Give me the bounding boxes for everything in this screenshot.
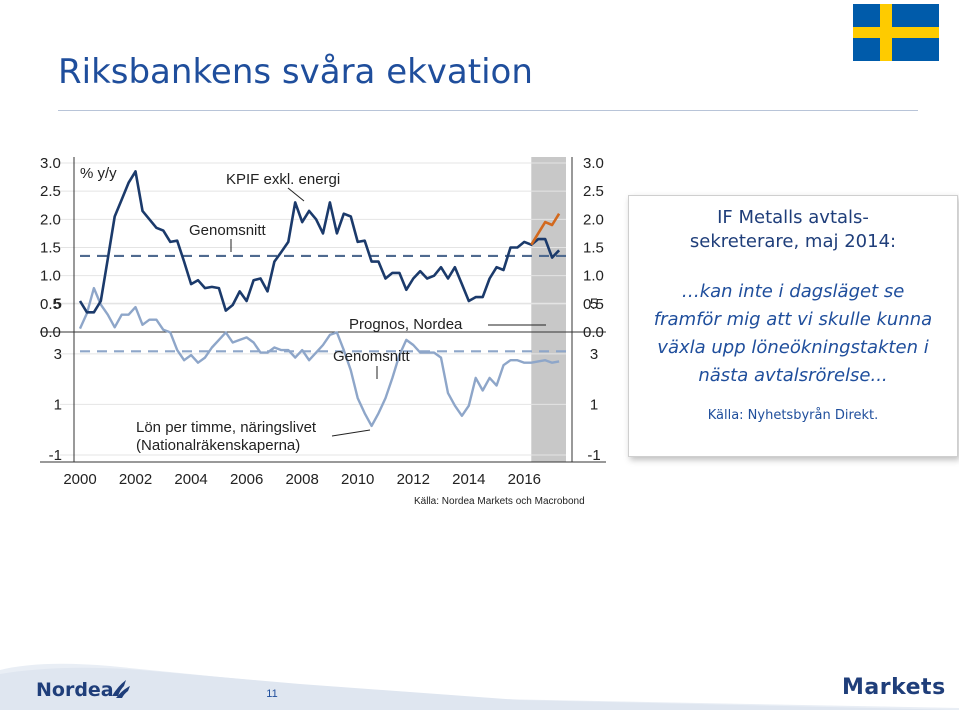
y-tick-right: 1: [590, 396, 598, 413]
nordea-wordmark: Nordea: [36, 679, 114, 701]
y-tick-left: 0.5: [40, 296, 61, 313]
forecast-label: Prognos, Nordea: [349, 316, 463, 333]
nordea-logo: Nordea: [36, 679, 130, 701]
y-tick-left: 3: [54, 346, 62, 363]
y-tick-left: 1: [54, 396, 62, 413]
y-tick-right: 1.5: [583, 240, 604, 257]
wage-leader: [331, 429, 371, 437]
quote-heading-line: IF Metalls avtals-: [717, 207, 869, 228]
quote-source: Källa: Nyhetsbyrån Direkt.: [707, 408, 879, 423]
x-tick-label: 2016: [508, 471, 541, 488]
x-tick-label: 2014: [452, 471, 485, 488]
wage-label-line1: Lön per timme, näringslivet: [136, 419, 317, 436]
quote-heading: IF Metalls avtals- sekreterare, maj 2014…: [629, 206, 957, 254]
x-tick-label: 2004: [174, 471, 207, 488]
quote-box: IF Metalls avtals- sekreterare, maj 2014…: [628, 195, 958, 457]
chart-source: Källa: Nordea Markets och Macrobond: [414, 496, 585, 507]
forecast-shade: [531, 157, 566, 462]
wage-label-line2: (Nationalräkenskaperna): [136, 437, 300, 454]
y-tick-right: 5: [590, 295, 598, 312]
slide-title: Riksbankens svåra ekvation: [58, 52, 533, 92]
markets-wordmark: Markets: [842, 675, 946, 700]
wage-series-line: [78, 286, 560, 428]
nordea-sail-icon: [112, 680, 130, 698]
y-tick-right: 0.5: [583, 296, 604, 313]
average-label-top: Genomsnitt: [189, 222, 267, 239]
y-tick-left: 2.0: [40, 211, 61, 228]
y-tick-right: 3: [590, 346, 598, 363]
y-tick-right: 1.0: [583, 268, 604, 285]
y-tick-right: -1: [587, 447, 600, 464]
x-tick-label: 2000: [63, 471, 96, 488]
quote-heading-line: sekreterare, maj 2014:: [689, 231, 897, 252]
y-tick-left: 3.0: [40, 155, 61, 172]
quote-text: …kan inte i dagsläget se framför mig att…: [629, 278, 957, 390]
x-tick-label: 2002: [119, 471, 152, 488]
y-tick-left: 0.0: [40, 324, 61, 341]
unit-label: % y/y: [80, 165, 117, 182]
swedish-flag-icon: [853, 4, 939, 61]
y-tick-right: 2.0: [583, 211, 604, 228]
x-tick-label: 2008: [285, 471, 318, 488]
footer-band: [0, 663, 959, 710]
kpif-label: KPIF exkl. energi: [226, 171, 340, 188]
quote-line: nästa avtalsrörelse...: [698, 365, 888, 386]
y-tick-left: -1: [49, 447, 62, 464]
forecast-series-line: [530, 213, 561, 246]
y-tick-left: 1.0: [40, 268, 61, 285]
y-tick-right: 2.5: [583, 183, 604, 200]
quote-line: växla upp löneökningstakten i: [657, 337, 929, 358]
kpif-series-line: [78, 170, 561, 314]
quote-line: …kan inte i dagsläget se: [681, 281, 905, 302]
quote-line: framför mig att vi skulle kunna: [653, 309, 933, 330]
title-divider: [58, 110, 918, 111]
kpif-leader: [287, 187, 305, 202]
y-tick-right: 3.0: [583, 155, 604, 172]
y-tick-right: 0.0: [583, 324, 604, 341]
y-tick-left: 1.5: [40, 240, 61, 257]
page-number: 11: [266, 688, 278, 700]
average-label-bottom: Genomsnitt: [333, 348, 411, 365]
x-tick-label: 2006: [230, 471, 263, 488]
y-tick-left: 2.5: [40, 183, 61, 200]
x-tick-label: 2010: [341, 471, 374, 488]
x-tick-label: 2012: [397, 471, 430, 488]
y-tick-left: 5: [54, 295, 62, 312]
